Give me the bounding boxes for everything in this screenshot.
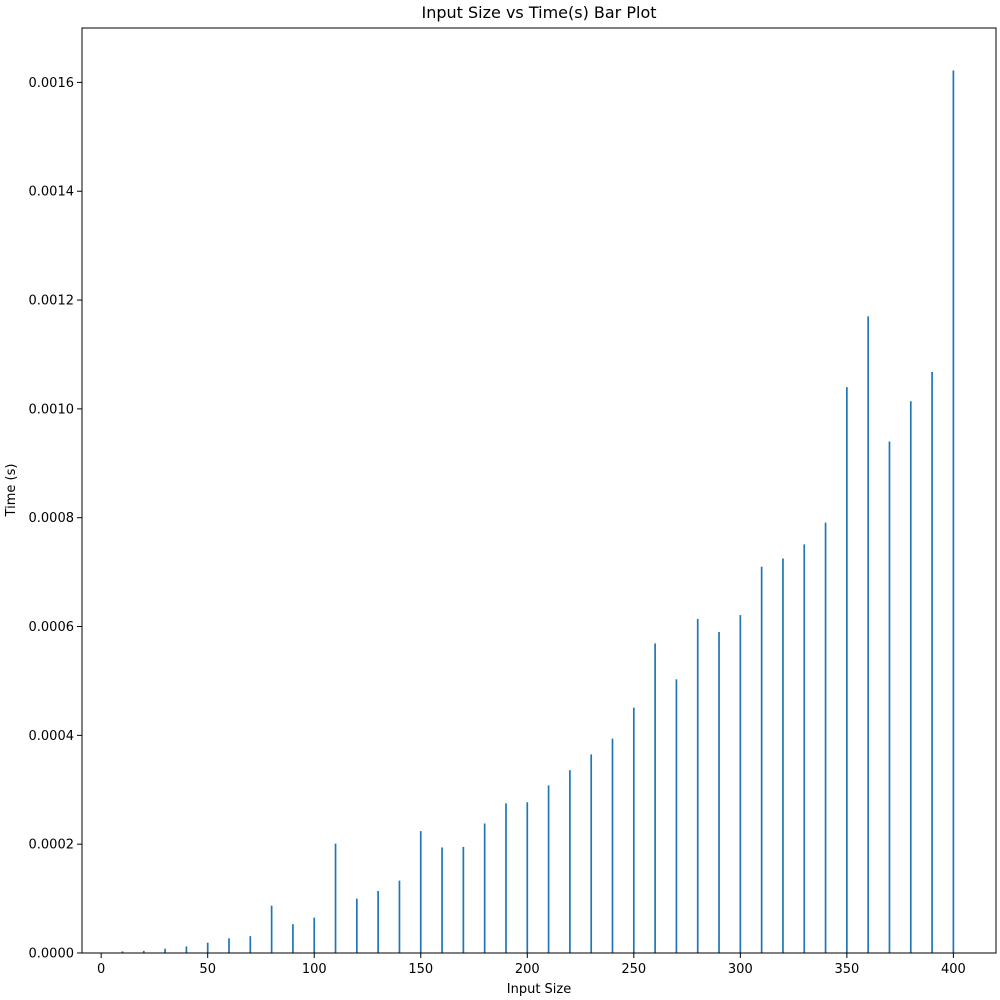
y-tick-label: 0.0006 — [29, 620, 75, 635]
x-tick-label: 300 — [728, 962, 753, 977]
y-axis-ticks: 0.0000 0.0002 0.0004 0.0006 0.0008 0.0010 0.00… — [29, 76, 82, 962]
bar — [228, 938, 230, 953]
x-tick-label: 200 — [515, 962, 540, 977]
bar — [803, 544, 806, 953]
bar — [249, 936, 252, 953]
y-tick-label: 0.0000 — [29, 947, 75, 962]
y-tick-label: 0.0002 — [29, 838, 75, 853]
x-tick-label: 100 — [302, 962, 327, 977]
bar — [739, 615, 742, 953]
x-tick-label: 50 — [199, 962, 216, 977]
x-axis-ticks: 0 50 100 150 200 250 300 350 400 — [97, 953, 966, 977]
y-tick-label: 0.0012 — [29, 294, 75, 309]
y-tick-label: 0.0008 — [29, 511, 75, 526]
x-tick-label: 250 — [621, 962, 646, 977]
bar — [824, 522, 827, 953]
bar — [675, 679, 678, 953]
y-axis-label: Time (s) — [4, 464, 19, 518]
bar — [355, 898, 358, 953]
bar — [888, 441, 891, 953]
bar — [377, 890, 379, 953]
bar — [909, 401, 912, 953]
bar — [547, 785, 550, 953]
bar — [292, 924, 294, 953]
y-tick-label: 0.0014 — [29, 185, 75, 200]
bar — [313, 917, 316, 953]
bar — [483, 823, 486, 953]
bar — [590, 754, 593, 953]
x-tick-label: 150 — [408, 962, 433, 977]
bars-group — [121, 70, 955, 953]
y-tick-label: 0.0016 — [29, 76, 75, 91]
bar — [654, 643, 656, 953]
bar — [632, 707, 635, 953]
x-tick-label: 350 — [834, 962, 859, 977]
y-tick-label: 0.0010 — [29, 402, 75, 417]
x-tick-label: 0 — [97, 962, 105, 977]
bar — [867, 316, 870, 953]
bar — [142, 950, 145, 953]
bar — [270, 905, 273, 953]
bar — [462, 846, 465, 953]
bar — [760, 566, 763, 953]
bar — [611, 738, 614, 953]
plot-frame — [81, 27, 997, 954]
bar — [505, 803, 507, 953]
bar — [121, 951, 124, 953]
x-tick-label: 400 — [941, 962, 966, 977]
x-axis-label: Input Size — [507, 982, 571, 997]
bar — [782, 558, 784, 953]
bar — [931, 371, 933, 953]
bar — [185, 946, 188, 953]
bar — [419, 831, 422, 953]
chart-title: Input Size vs Time(s) Bar Plot — [422, 3, 657, 22]
bar — [164, 948, 166, 953]
bar — [334, 843, 337, 953]
bar — [569, 770, 571, 953]
bar — [206, 942, 209, 953]
bar — [846, 387, 848, 953]
y-tick-label: 0.0004 — [29, 729, 75, 744]
bar — [398, 880, 401, 953]
bar — [952, 70, 955, 953]
bar — [441, 847, 443, 953]
bar — [696, 618, 699, 953]
bar — [526, 802, 529, 953]
bar — [718, 631, 720, 953]
